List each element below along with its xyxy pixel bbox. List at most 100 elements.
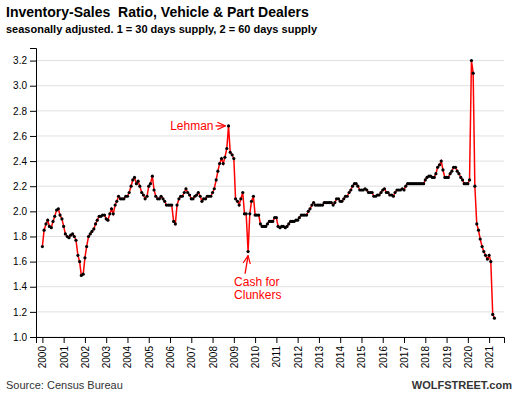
y-tick-mark — [30, 312, 36, 313]
point — [238, 203, 241, 206]
x-tick-label: 2015 — [356, 346, 367, 369]
y-tick-mark — [30, 337, 36, 338]
point — [223, 156, 226, 159]
point — [142, 193, 145, 196]
y-tick: 3.2 — [13, 55, 36, 66]
point — [154, 195, 157, 198]
x-tick-mark — [149, 337, 150, 343]
point — [477, 229, 480, 232]
point — [271, 220, 274, 223]
y-tick-mark — [30, 61, 36, 62]
point — [489, 260, 492, 263]
y-axis: 1.01.21.41.61.82.02.22.42.62.83.03.2 — [13, 49, 36, 343]
annotation-arrow — [245, 256, 248, 274]
point — [213, 187, 216, 190]
grid-line — [36, 186, 504, 187]
y-axis-line — [30, 49, 37, 338]
point — [232, 157, 235, 160]
point — [220, 157, 223, 160]
annotation-arrow — [216, 125, 226, 126]
y-tick-label: 2.6 — [13, 131, 27, 142]
point — [383, 187, 386, 190]
x-tick-label: 2017 — [399, 346, 410, 369]
point — [480, 245, 483, 248]
point — [58, 214, 61, 217]
point — [181, 195, 184, 198]
point — [479, 237, 482, 240]
x-tick: 2016 — [378, 337, 389, 368]
y-tick-mark — [30, 262, 36, 263]
x-tick-mark — [489, 337, 490, 343]
point — [163, 200, 166, 203]
title: Inventory-Sales Ratio, Vehicle & Part De… — [6, 4, 309, 20]
point — [82, 273, 85, 276]
x-tick-label: 2020 — [463, 346, 474, 369]
point — [231, 153, 234, 156]
x-tick-mark — [64, 337, 65, 343]
grid-line — [36, 85, 504, 86]
x-tick-mark — [425, 337, 426, 343]
point — [129, 185, 132, 188]
point — [183, 191, 186, 194]
point — [473, 185, 476, 188]
point — [236, 200, 239, 203]
y-tick: 1.6 — [13, 256, 36, 267]
x-tick-label: 2006 — [165, 346, 176, 369]
point — [83, 256, 86, 259]
grid-line — [36, 110, 504, 111]
grid-line — [36, 211, 504, 212]
point — [184, 187, 187, 190]
y-tick-label: 2.4 — [13, 156, 27, 167]
point — [94, 222, 97, 225]
point — [475, 222, 478, 225]
point — [245, 212, 248, 215]
y-tick-label: 1.8 — [13, 231, 27, 242]
point — [50, 226, 53, 229]
point — [151, 175, 154, 178]
series — [41, 59, 496, 320]
y-tick: 2.4 — [13, 156, 36, 167]
point — [57, 207, 60, 210]
x-tick-mark — [319, 337, 320, 343]
point — [218, 162, 221, 165]
y-tick-mark — [30, 86, 36, 87]
point — [392, 195, 395, 198]
point — [298, 216, 301, 219]
x-tick: 2013 — [314, 337, 325, 368]
point — [488, 254, 491, 257]
point — [209, 195, 212, 198]
point — [308, 207, 311, 210]
point — [126, 195, 129, 198]
x-tick: 2021 — [484, 337, 495, 368]
y-tick-mark — [30, 211, 36, 212]
x-tick: 2017 — [399, 337, 410, 368]
x-tick: 2007 — [186, 337, 197, 368]
x-tick-mark — [106, 337, 107, 343]
y-tick-label: 2.2 — [13, 181, 27, 192]
grid-line — [36, 236, 504, 237]
x-tick: 2019 — [442, 337, 453, 368]
x-tick-label: 2011 — [271, 346, 282, 368]
point — [41, 245, 44, 248]
x-tick: 2008 — [208, 337, 219, 368]
y-tick-label: 3.2 — [13, 55, 27, 66]
x-axis-line — [37, 338, 505, 344]
point — [438, 163, 441, 166]
point — [457, 172, 460, 175]
x-tick: 2004 — [122, 337, 133, 368]
point — [145, 195, 148, 198]
point — [482, 250, 485, 253]
line — [42, 61, 494, 319]
x-tick-label: 2002 — [80, 346, 91, 369]
x-tick-label: 2009 — [229, 346, 240, 369]
point — [371, 191, 374, 194]
x-tick-label: 2004 — [122, 346, 133, 369]
x-tick-mark — [42, 337, 43, 343]
subtitle: seasonally adjusted. 1 = 30 days supply,… — [6, 23, 318, 35]
point — [137, 180, 140, 183]
x-tick-mark — [340, 337, 341, 343]
point — [152, 188, 155, 191]
point — [128, 191, 131, 194]
point — [122, 197, 125, 200]
y-tick: 3.0 — [13, 80, 36, 91]
